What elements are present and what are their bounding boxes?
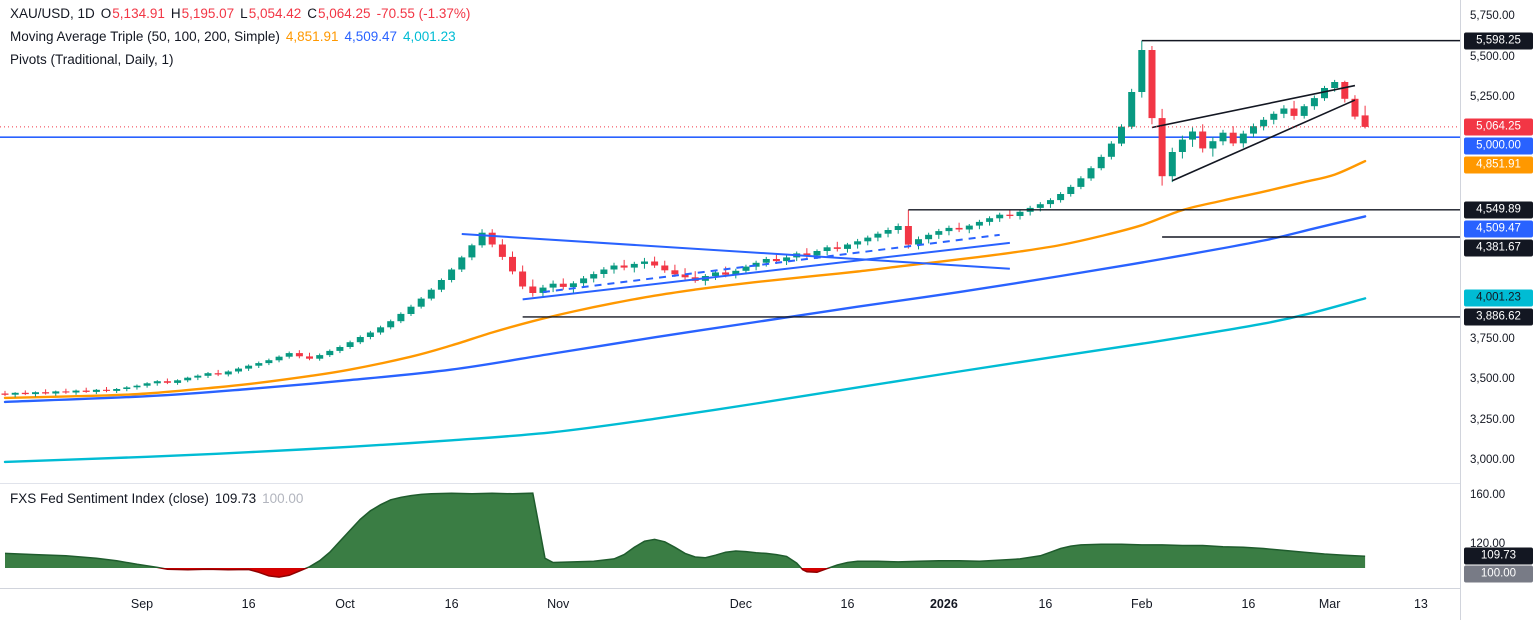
time-axis-label: 2026 [929, 597, 958, 611]
sentiment-pane[interactable] [0, 484, 1460, 588]
sentiment-axis-badge: 109.73 [1464, 547, 1533, 565]
time-axis-label: Mar [1318, 597, 1341, 611]
time-axis-label: 16 [1241, 597, 1256, 611]
price-axis-badge: 4,001.23 [1464, 289, 1533, 307]
price-axis-label: 3,500.00 [1470, 373, 1515, 386]
price-axis-label: 3,250.00 [1470, 413, 1515, 426]
price-axis-badge: 5,598.25 [1464, 32, 1533, 50]
time-axis-label: 16 [241, 597, 256, 611]
price-pane[interactable] [0, 0, 1460, 483]
price-axis-badge: 4,381.67 [1464, 239, 1533, 257]
time-axis-label: Sep [130, 597, 154, 611]
time-axis-label: 13 [1413, 597, 1428, 611]
pane-divider[interactable] [0, 483, 1536, 484]
price-axis-badge: 3,886.62 [1464, 308, 1533, 326]
price-axis-badge: 4,549.89 [1464, 201, 1533, 219]
sentiment-axis-badge: 100.00 [1464, 565, 1533, 583]
price-axis-label: 5,250.00 [1470, 90, 1515, 103]
time-axis-label: Nov [547, 597, 570, 611]
time-axis-label: Feb [1131, 597, 1153, 611]
sentiment-axis-label: 120.00 [1470, 537, 1506, 550]
time-axis[interactable]: Sep 16 Oct 16 Nov Dec 16 2026 16 Feb 16 Mar 13 [0, 588, 1536, 620]
price-axis-badge: 4,851.91 [1464, 156, 1533, 174]
time-axis-label: 16 [840, 597, 855, 611]
price-axis-label: 5,750.00 [1470, 10, 1515, 23]
price-axis-label: 5,500.00 [1470, 50, 1515, 63]
time-axis-label: 16 [1038, 597, 1053, 611]
price-axis-badge: 5,000.00 [1464, 137, 1533, 155]
price-axis-badge: 5,064.25 [1464, 118, 1533, 136]
price-axis-label: 3,750.00 [1470, 332, 1515, 345]
price-axis[interactable]: 5,750.00 5,500.00 5,250.00 3,750.00 3,500.00… [1460, 0, 1536, 620]
sentiment-axis-label: 160.00 [1470, 489, 1506, 501]
price-axis-label: 3,000.00 [1470, 454, 1515, 466]
time-axis-label: Oct [335, 597, 355, 611]
time-axis-label: Dec [729, 597, 753, 611]
time-axis-label: 16 [444, 597, 459, 611]
price-axis-badge: 4,509.47 [1464, 220, 1533, 238]
